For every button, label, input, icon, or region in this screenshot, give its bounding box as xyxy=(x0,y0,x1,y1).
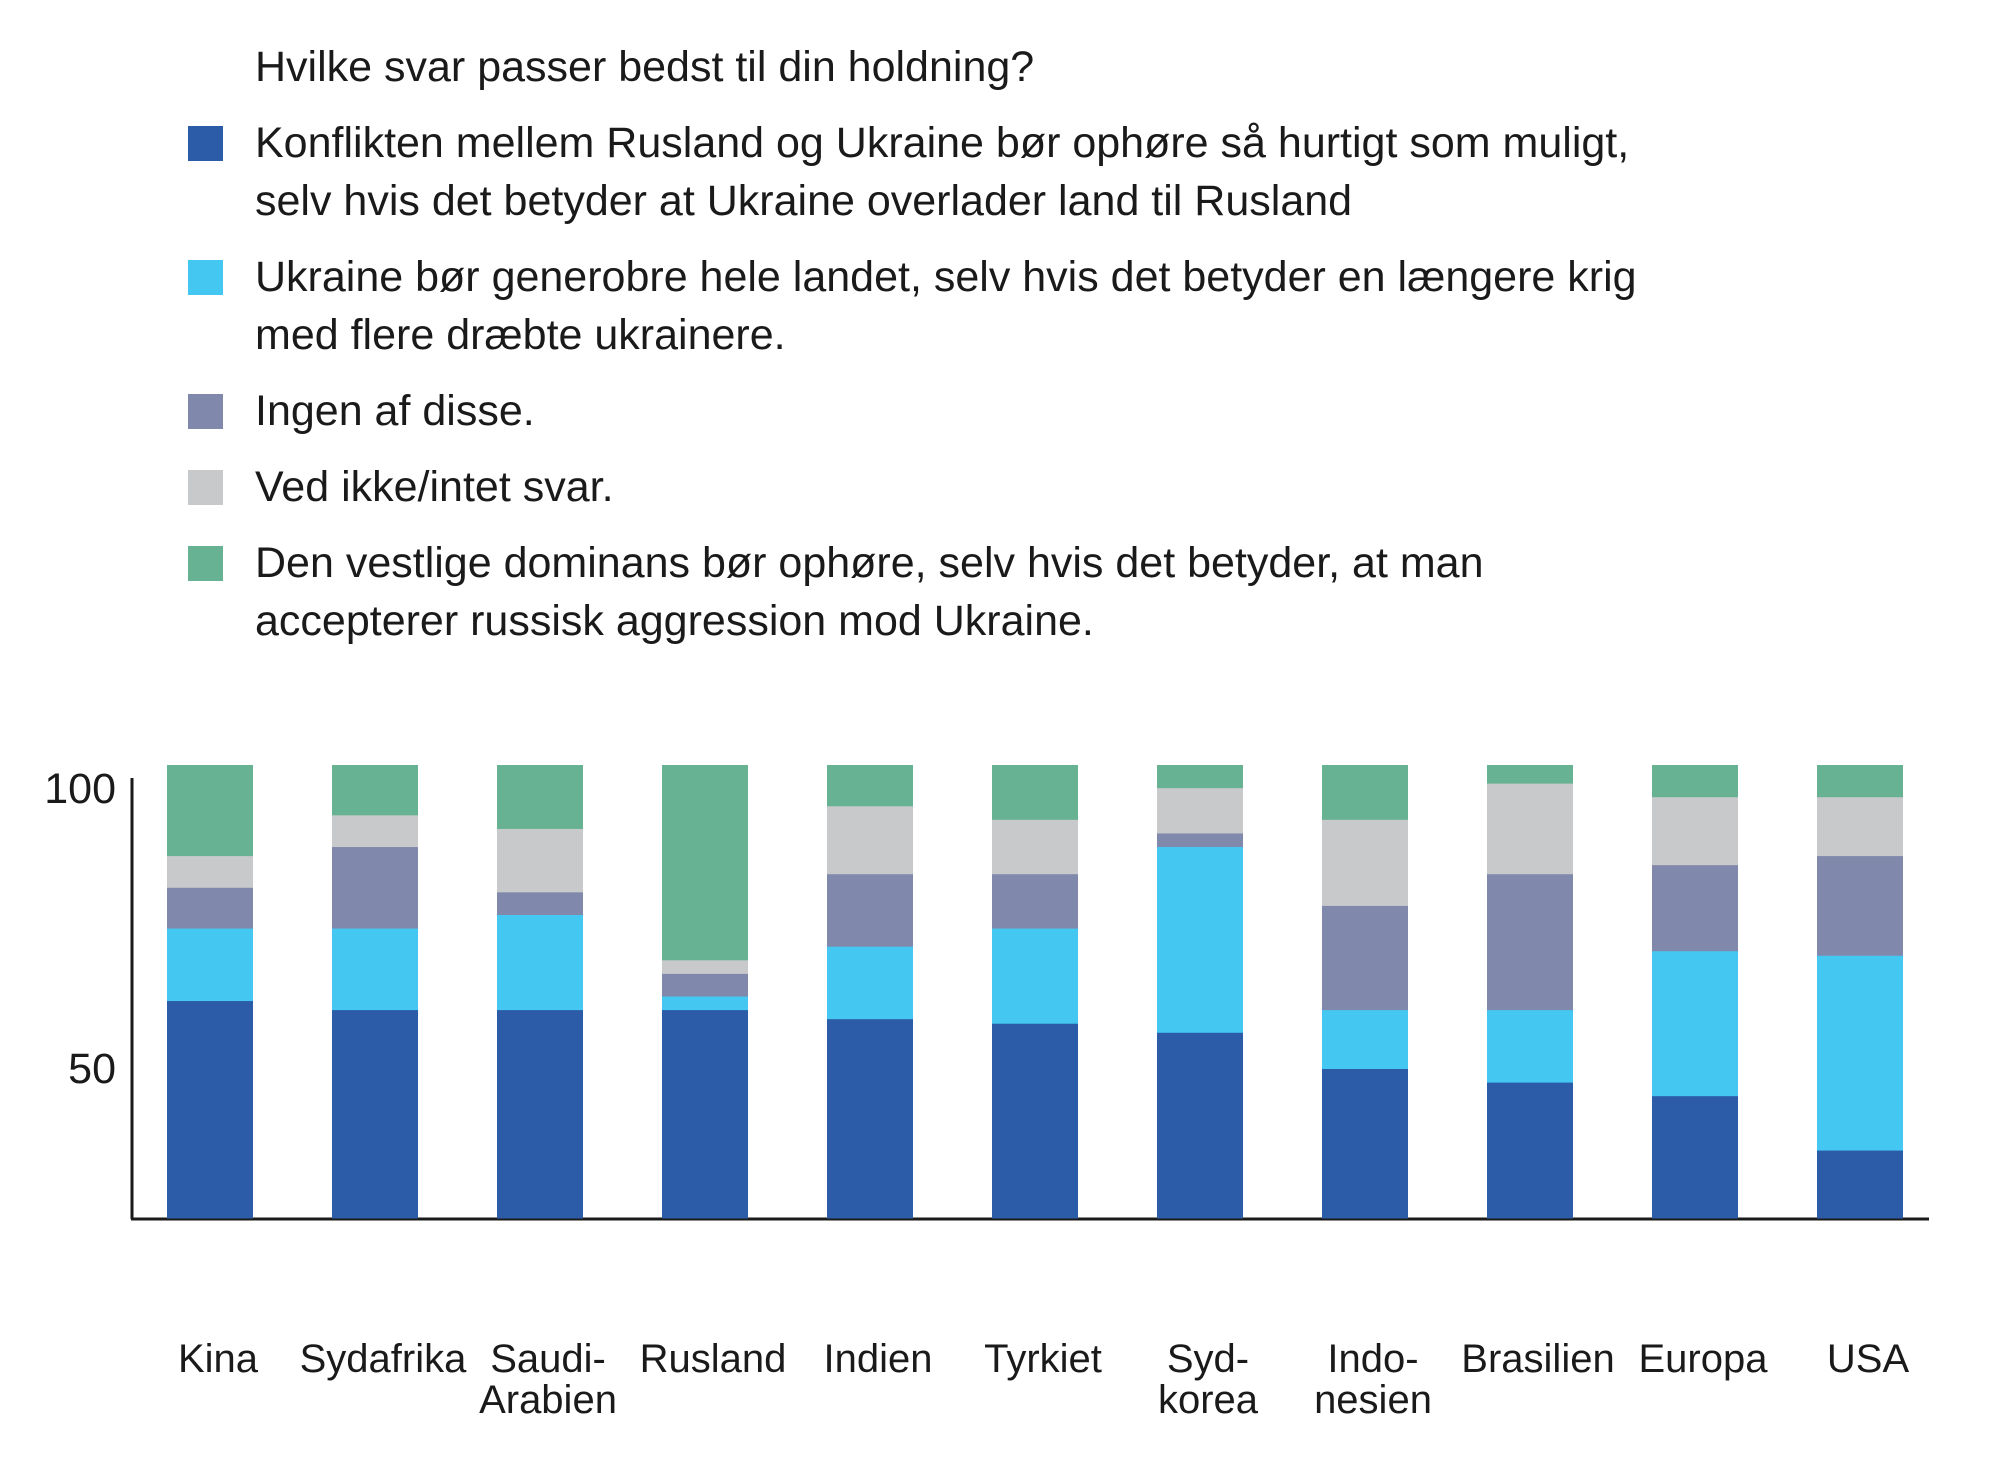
bar-segment-0-3 xyxy=(167,855,253,888)
bar-segment-8-2 xyxy=(1487,873,1573,1011)
bar-segment-9-0 xyxy=(1652,1095,1738,1219)
bar-segment-1-4 xyxy=(332,765,418,816)
bar-segment-7-2 xyxy=(1322,905,1408,1011)
bar-segment-9-4 xyxy=(1652,765,1738,798)
bar-segment-4-0 xyxy=(827,1018,913,1219)
legend-swatch xyxy=(188,470,223,505)
x-tick-label: Saudi- xyxy=(490,1337,606,1381)
bar-segment-10-4 xyxy=(1817,765,1903,798)
bar-segment-0-0 xyxy=(167,1000,253,1219)
bar-segment-3-4 xyxy=(662,765,748,961)
bar-segment-2-2 xyxy=(497,891,583,915)
bar-segment-10-1 xyxy=(1817,955,1903,1151)
x-tick-label: Indo- xyxy=(1327,1337,1418,1381)
legend-swatch xyxy=(188,394,223,429)
bar-segment-7-3 xyxy=(1322,819,1408,906)
legend-swatch xyxy=(188,546,223,581)
x-tick-label: Brasilien xyxy=(1461,1337,1614,1381)
x-tick-label: korea xyxy=(1158,1378,1259,1422)
bar-segment-8-3 xyxy=(1487,783,1573,875)
bar-segment-8-1 xyxy=(1487,1009,1573,1083)
bar-segment-2-3 xyxy=(497,828,583,893)
bar-segment-7-0 xyxy=(1322,1068,1408,1219)
bar-segment-9-3 xyxy=(1652,796,1738,866)
legend: Hvilke svar passer bedst til din holdnin… xyxy=(188,38,1738,668)
bar-segment-6-2 xyxy=(1157,832,1243,848)
x-tick-label: Indien xyxy=(824,1337,933,1381)
bar-segment-3-3 xyxy=(662,959,748,974)
bar-segment-5-1 xyxy=(992,928,1078,1024)
legend-label-line: Ukraine bør generobre hele landet, selv … xyxy=(255,253,1637,301)
legend-label-line: med flere dræbte ukrainere. xyxy=(255,311,786,359)
bar-segment-1-0 xyxy=(332,1009,418,1219)
bar-segment-7-4 xyxy=(1322,765,1408,820)
legend-item: Ved ikke/intet svar. xyxy=(188,458,1738,516)
bar-segment-2-4 xyxy=(497,765,583,829)
legend-label-line: Ingen af disse. xyxy=(255,387,535,435)
legend-swatch xyxy=(188,260,223,295)
bar-segment-4-2 xyxy=(827,873,913,947)
bar-segment-3-2 xyxy=(662,973,748,997)
x-tick-label: Kina xyxy=(178,1337,259,1381)
bar-segment-0-1 xyxy=(167,928,253,1002)
bar-segment-9-2 xyxy=(1652,864,1738,952)
bar-segment-0-2 xyxy=(167,887,253,929)
y-tick-label-100: 100 xyxy=(44,765,116,813)
legend-label-line: accepterer russisk aggression mod Ukrain… xyxy=(255,597,1094,645)
x-tick-label: Arabien xyxy=(479,1378,617,1422)
legend-label-line: Den vestlige dominans bør ophøre, selv h… xyxy=(255,539,1484,587)
bar-segment-7-1 xyxy=(1322,1009,1408,1070)
bar-segment-1-3 xyxy=(332,814,418,848)
bar-segment-8-4 xyxy=(1487,765,1573,784)
bar-segment-4-4 xyxy=(827,765,913,807)
bar-segment-1-1 xyxy=(332,928,418,1011)
y-tick-label-50: 50 xyxy=(68,1045,116,1093)
bar-segment-2-0 xyxy=(497,1009,583,1219)
bar-segment-5-2 xyxy=(992,873,1078,929)
bar-segment-3-1 xyxy=(662,996,748,1011)
bar-segment-6-0 xyxy=(1157,1032,1243,1219)
legend-item: Den vestlige dominans bør ophøre, selv h… xyxy=(188,534,1738,650)
bar-segment-6-3 xyxy=(1157,787,1243,834)
legend-item: Konflikten mellem Rusland og Ukraine bør… xyxy=(188,114,1738,230)
bar-segment-6-1 xyxy=(1157,846,1243,1033)
x-tick-label: Tyrkiet xyxy=(984,1337,1102,1381)
x-tick-label: Rusland xyxy=(640,1337,787,1381)
bar-segment-9-1 xyxy=(1652,950,1738,1097)
bar-segment-8-0 xyxy=(1487,1082,1573,1219)
x-tick-label: Syd- xyxy=(1167,1337,1249,1381)
legend-label-line: Konflikten mellem Rusland og Ukraine bør… xyxy=(255,119,1630,167)
x-tick-label: Europa xyxy=(1639,1337,1769,1381)
bar-segment-6-4 xyxy=(1157,765,1243,789)
legend-label-line: selv hvis det betyder at Ukraine overlad… xyxy=(255,177,1353,225)
bar-segment-5-3 xyxy=(992,819,1078,875)
bar-segment-10-0 xyxy=(1817,1150,1903,1219)
bar-segment-5-4 xyxy=(992,765,1078,820)
legend-item: Ingen af disse. xyxy=(188,382,1738,440)
bar-segment-1-2 xyxy=(332,846,418,929)
legend-swatch xyxy=(188,126,223,161)
legend-title: Hvilke svar passer bedst til din holdnin… xyxy=(255,43,1035,91)
x-tick-label: Sydafrika xyxy=(300,1337,467,1381)
bar-segment-10-3 xyxy=(1817,796,1903,857)
bar-segment-2-1 xyxy=(497,914,583,1011)
bar-segment-3-0 xyxy=(662,1009,748,1219)
legend-label-line: Ved ikke/intet svar. xyxy=(255,463,614,511)
x-tick-label: nesien xyxy=(1314,1378,1432,1422)
bar-segment-5-0 xyxy=(992,1023,1078,1219)
bar-segment-0-4 xyxy=(167,765,253,857)
legend-item: Ukraine bør generobre hele landet, selv … xyxy=(188,248,1738,364)
bar-segment-4-3 xyxy=(827,805,913,875)
x-tick-label: USA xyxy=(1827,1337,1910,1381)
bar-segment-10-2 xyxy=(1817,855,1903,956)
bar-segment-4-1 xyxy=(827,946,913,1020)
